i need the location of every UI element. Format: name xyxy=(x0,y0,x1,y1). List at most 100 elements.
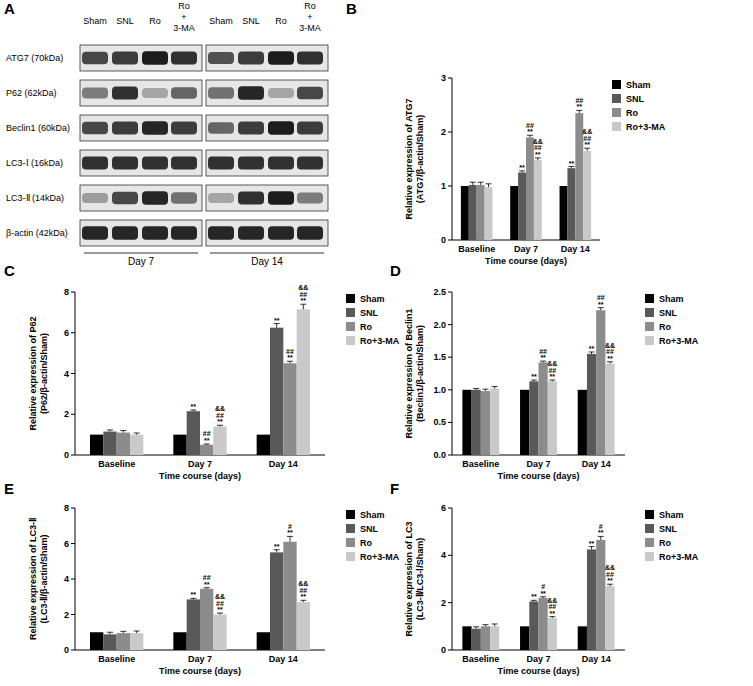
legend-label: Sham xyxy=(659,510,684,520)
x-tick-label: Day 7 xyxy=(188,654,212,664)
marks xyxy=(462,536,614,650)
error-bar xyxy=(107,430,113,432)
bar xyxy=(560,186,568,240)
band xyxy=(238,86,264,99)
band xyxy=(208,52,234,64)
significance: ** xyxy=(191,403,197,410)
legend-swatch xyxy=(346,510,355,519)
y-tick xyxy=(71,292,75,293)
band xyxy=(171,51,197,64)
blot-box xyxy=(206,45,328,71)
band xyxy=(171,87,197,99)
error-bar xyxy=(217,613,223,614)
error-cap xyxy=(482,389,488,390)
band xyxy=(268,51,294,65)
bar xyxy=(605,364,614,455)
y-tick-label: 0.0 xyxy=(433,450,446,460)
band xyxy=(142,191,168,204)
blot-box xyxy=(206,150,328,176)
band xyxy=(112,192,138,205)
panel-label: D xyxy=(390,262,401,279)
y-tick-label: 2 xyxy=(64,409,69,419)
legend-label: Ro+3-MA xyxy=(659,336,699,346)
significance: ** xyxy=(589,540,595,547)
error-stem xyxy=(600,536,601,540)
blot-box xyxy=(80,45,202,71)
legend-swatch xyxy=(645,322,654,331)
y-tick xyxy=(448,389,452,390)
significance: ** xyxy=(540,590,546,597)
y-tick-label: 0 xyxy=(441,235,446,245)
y-tick-label: 1.0 xyxy=(433,385,446,395)
lane-label: Ro xyxy=(304,1,316,11)
x-tick-label: Day 14 xyxy=(561,244,590,254)
y-tick xyxy=(448,455,452,456)
protein-label: β-actin (42kDa) xyxy=(6,228,68,238)
error-bar xyxy=(492,624,498,626)
band xyxy=(238,226,264,239)
y-tick-label: 0.5 xyxy=(433,417,446,427)
protein-label: P62 (62kDa) xyxy=(6,88,57,98)
protein-label: Beclin1 (60kDa) xyxy=(6,123,70,133)
bar xyxy=(297,309,310,455)
bar xyxy=(510,186,518,240)
y-tick-label: 3 xyxy=(441,73,446,83)
legend-label: Ro xyxy=(659,538,671,548)
band xyxy=(208,156,234,169)
y-axis-label: Relative expression of LC3-Ⅱ xyxy=(28,518,38,640)
legend-label: Ro xyxy=(659,322,671,332)
y-axis-label: (Beclin1/β-actin/Sham) xyxy=(415,325,425,422)
error-stem xyxy=(480,182,481,185)
band xyxy=(208,226,234,239)
error-bar xyxy=(598,308,604,311)
error-bar xyxy=(519,171,525,173)
y-tick xyxy=(448,422,452,423)
error-bar xyxy=(274,324,280,328)
error-bar xyxy=(478,182,484,185)
band xyxy=(297,87,323,100)
y-tick xyxy=(448,508,452,509)
chart: FRelative expression of LC3(LC3-Ⅱ/LC3-Ⅰ/… xyxy=(390,480,699,676)
chart: ERelative expression of LC3-Ⅱ(LC3-Ⅱ/β-ac… xyxy=(4,480,400,676)
error-bar xyxy=(531,380,537,381)
band xyxy=(112,86,138,99)
x-tick-label: Day 7 xyxy=(526,459,550,469)
y-tick xyxy=(71,455,75,456)
error-stem xyxy=(591,547,592,550)
bar xyxy=(472,390,481,455)
bar xyxy=(583,151,591,240)
band xyxy=(238,156,264,169)
error-bar xyxy=(607,584,613,586)
day-underline xyxy=(210,253,324,254)
bar xyxy=(490,388,499,455)
band xyxy=(171,122,197,135)
panel-label: A xyxy=(4,0,15,17)
error-bar xyxy=(607,362,613,364)
bar xyxy=(490,626,499,650)
error-bar xyxy=(540,361,546,362)
error-cap xyxy=(492,386,498,387)
band xyxy=(171,156,197,169)
significance: ** xyxy=(204,581,210,588)
error-bar xyxy=(107,632,113,634)
bar xyxy=(529,601,538,650)
significance: ** xyxy=(301,297,307,304)
bar xyxy=(90,435,103,455)
bar xyxy=(270,328,283,455)
error-bar xyxy=(134,631,140,633)
lane-label: 3-MA xyxy=(299,23,321,33)
lane-label: Ro xyxy=(178,1,190,11)
error-bar xyxy=(120,631,126,633)
significance: ** xyxy=(287,529,293,536)
band xyxy=(82,52,108,65)
legend-swatch xyxy=(645,308,654,317)
error-bar xyxy=(300,600,306,602)
y-axis xyxy=(452,292,453,455)
error-stem xyxy=(290,536,291,541)
error-stem xyxy=(488,184,489,187)
error-stem xyxy=(303,304,304,309)
significance: ** xyxy=(589,345,595,352)
bar xyxy=(520,626,529,650)
bar xyxy=(213,426,226,455)
y-tick-label: 1.5 xyxy=(433,352,446,362)
